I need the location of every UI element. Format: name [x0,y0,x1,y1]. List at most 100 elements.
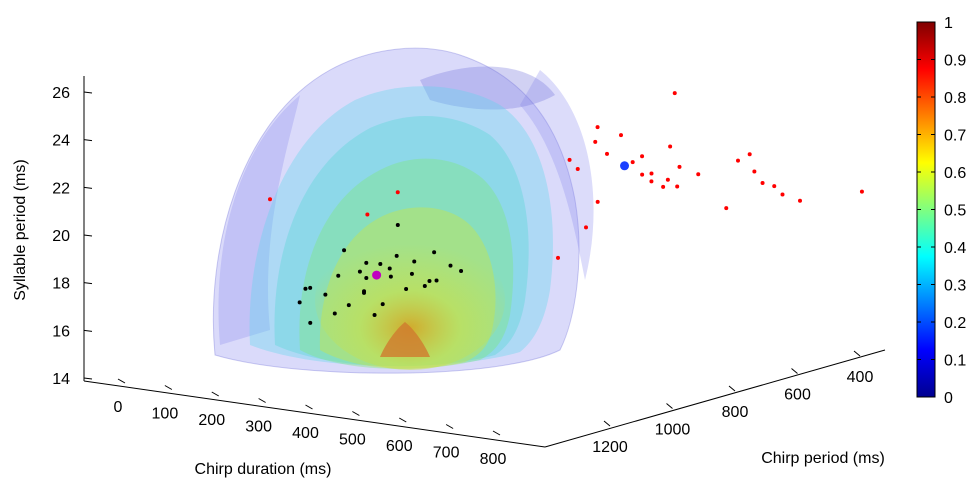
data-point [378,261,383,266]
z-tick-label: 16 [52,323,70,340]
z-tick-mark [83,282,93,285]
colorbar-tick-label: 0 [944,390,953,407]
isosurface-core [380,322,430,357]
data-point [336,273,341,278]
data-point [630,160,635,165]
data-point [395,190,400,195]
x-tick-mark [211,391,219,397]
x-tick-label: 800 [480,451,507,468]
data-point [595,125,600,130]
data-point [780,192,785,197]
data-point [675,184,680,189]
isosurface-left-wing [218,95,300,345]
z-tick-mark [83,234,93,237]
data-point [724,206,729,211]
x-tick-label: 400 [292,425,319,442]
colorbar-tick-label: 0.8 [944,90,966,107]
data-point [593,139,598,144]
z-tick-label: 18 [52,276,70,293]
z-tick-mark [83,186,93,189]
data-point [308,285,313,290]
x-tick-label: 200 [198,412,225,429]
data-point [409,271,414,276]
data-point [736,158,740,163]
data-point [394,253,399,258]
data-point [747,152,752,157]
data-point [388,274,393,279]
x-tick-mark [352,411,360,416]
y-tick-label: 1200 [592,439,628,456]
z-axis-label: Syllable period (ms) [12,159,29,300]
data-point [323,292,328,297]
x-tick-label: 700 [433,445,460,462]
y-tick-mark [791,368,798,374]
colorbar-tick-label: 0.6 [944,165,966,182]
y-tick-mark [603,420,611,427]
colorbar-tick-label: 0.3 [944,278,966,295]
data-point [649,179,654,184]
x-tick-mark [258,398,266,403]
z-tick-label: 26 [52,85,70,102]
data-point [760,180,765,185]
colorbar-ticks: 0 0.1 0.2 0.3 0.4 0.5 0.6 0.7 0.8 0.9 1 [917,15,966,407]
data-point [427,279,432,284]
x-tick-mark [445,424,454,429]
data-point [303,286,308,291]
data-point [412,259,417,264]
data-point [448,263,453,268]
x-tick-label: 300 [245,419,272,436]
data-point [619,133,623,138]
data-point [665,177,670,182]
data-point [772,184,777,189]
isosurface-shells [212,47,594,374]
y-tick-label: 400 [847,369,874,386]
data-point [696,172,701,177]
data-point [434,278,439,283]
z-tick-label: 24 [52,133,70,150]
data-point [404,286,409,291]
highlight-point [620,161,630,171]
x-tick-mark [117,378,126,384]
data-point [268,197,272,202]
data-point [342,248,347,253]
data-point [364,276,369,280]
x-tick-mark [164,385,173,390]
isosurface-right-wing [520,70,594,280]
data-point [364,260,369,265]
data-point [297,300,302,305]
y-ticks: 1200 1000 800 600 400 [592,350,874,456]
colorbar-tick-label: 1 [944,15,953,32]
colorbar: 0 0.1 0.2 0.3 0.4 0.5 0.6 0.7 0.8 0.9 1 [916,15,966,407]
x-ticks: 0 100 200 300 400 500 600 700 800 [114,378,507,468]
data-point [395,222,400,227]
data-points [268,91,864,325]
z-tick-mark [83,377,93,380]
data-point [859,189,864,194]
data-point [567,157,572,162]
highlight-point [372,270,382,280]
data-point [332,311,337,316]
colorbar-tick-label: 0.1 [944,353,966,370]
y-tick-label: 1000 [655,422,691,439]
colorbar-tick-label: 0.2 [944,315,966,332]
data-point [668,144,673,149]
data-point [575,166,580,171]
x-tick-label: 500 [339,432,366,449]
data-point [362,289,367,294]
data-point [661,184,666,189]
z-tick-mark [83,91,93,94]
colorbar-tick-label: 0.7 [944,128,966,145]
data-point [422,283,427,288]
x-tick-label: 0 [114,399,123,416]
data-point [387,266,392,271]
colorbar-tick-label: 0.9 [944,53,966,70]
x-tick-label: 100 [152,406,179,423]
data-point [346,303,351,308]
data-point [459,269,464,274]
y-tick-mark [666,403,673,409]
y-tick-mark [853,350,861,357]
y-axis-label: Chirp period (ms) [761,450,885,467]
z-tick-mark [83,139,93,142]
